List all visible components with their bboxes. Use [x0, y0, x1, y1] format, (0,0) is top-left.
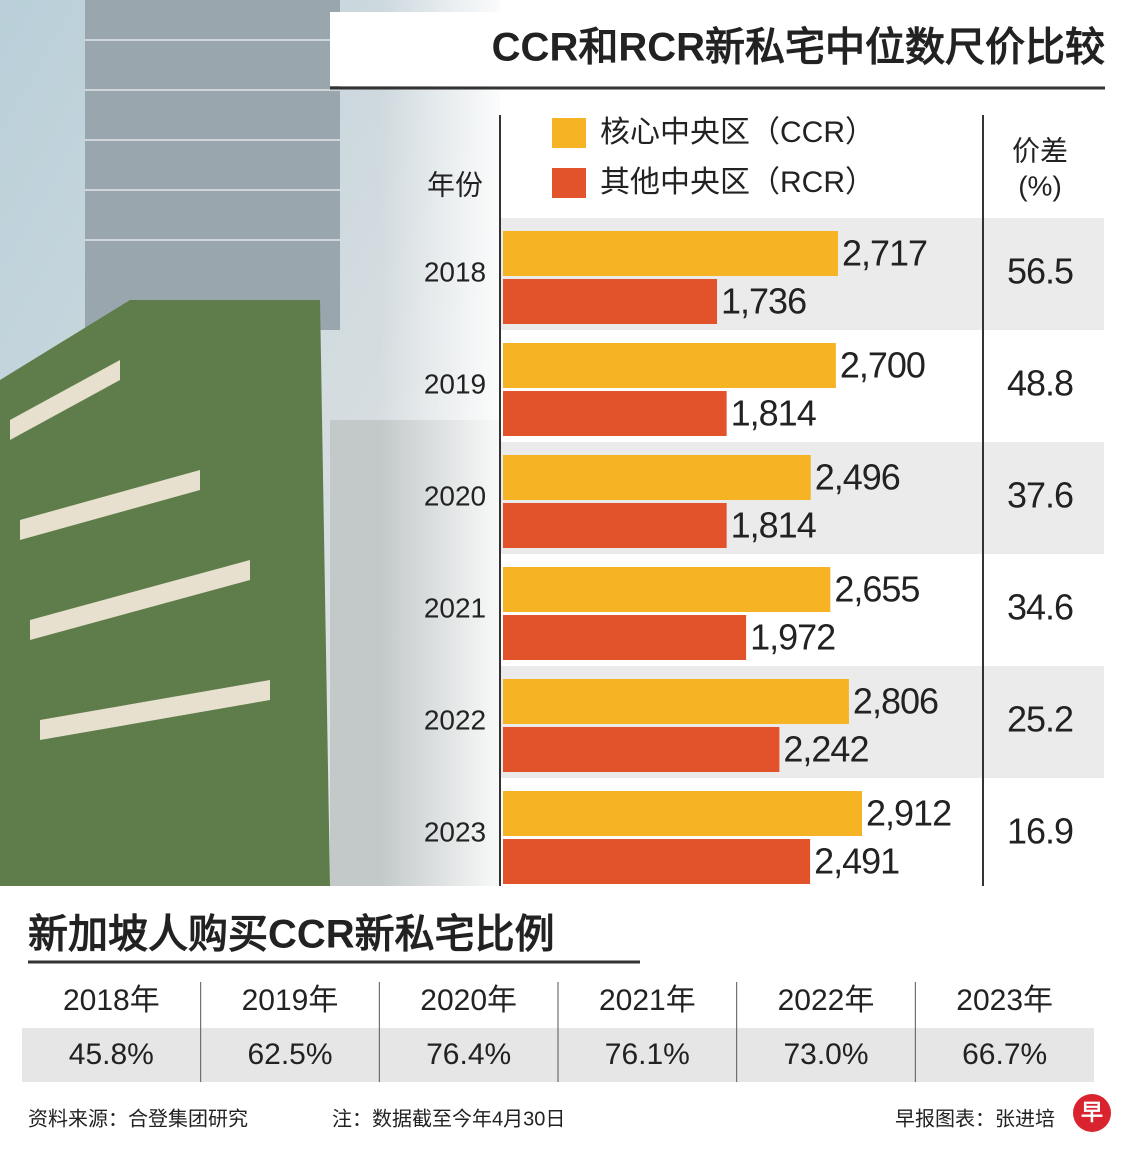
value-label: 2,806: [853, 681, 938, 722]
logo-text: 早: [1081, 1100, 1103, 1125]
category-label: 2021: [424, 592, 486, 623]
diff-value: 25.2: [1007, 699, 1073, 740]
chart-title: CCR和RCR新私宅中位数尺价比较: [492, 25, 1105, 70]
value-label: 2,655: [834, 569, 919, 610]
table-cell: 66.7%: [962, 1038, 1047, 1071]
legend-swatch: [552, 118, 586, 148]
category-header: 年份: [427, 169, 483, 200]
table-header: 2019年: [242, 984, 339, 1017]
table-cell: 76.4%: [426, 1038, 511, 1071]
bar: [503, 727, 780, 772]
bar: [503, 791, 862, 836]
bar: [503, 503, 727, 548]
source: 资料来源：合登集团研究: [28, 1107, 248, 1130]
table-header: 2021年: [599, 984, 696, 1017]
note: 注：数据截至今年4月30日: [332, 1107, 565, 1130]
value-label: 1,814: [731, 505, 816, 546]
table-header: 2020年: [420, 984, 517, 1017]
title-bg: [330, 12, 1110, 86]
category-label: 2018: [424, 256, 486, 287]
bar: [503, 279, 718, 324]
table-title: 新加坡人购买CCR新私宅比例: [28, 912, 555, 957]
bar: [503, 455, 811, 500]
category-label: 2023: [424, 816, 486, 847]
category-label: 2019: [424, 368, 486, 399]
value-label: 1,972: [750, 617, 835, 658]
value-label: 2,717: [842, 233, 927, 274]
diff-value: 56.5: [1007, 251, 1073, 292]
value-label: 2,491: [814, 841, 899, 882]
credit: 早报图表：张进培: [895, 1107, 1055, 1130]
value-label: 2,496: [815, 457, 900, 498]
bar: [503, 839, 811, 884]
bar: [503, 231, 838, 276]
table-cell: 45.8%: [69, 1038, 154, 1071]
legend-swatch: [552, 168, 586, 198]
diff-header: 价差: [1012, 135, 1068, 166]
diff-value: 37.6: [1007, 475, 1073, 516]
bar: [503, 343, 836, 388]
bar: [503, 567, 831, 612]
table-header: 2018年: [63, 984, 160, 1017]
value-label: 2,242: [783, 729, 868, 770]
diff-value: 16.9: [1007, 811, 1073, 852]
value-label: 1,814: [731, 393, 816, 434]
table-cell: 73.0%: [783, 1038, 868, 1071]
value-label: 1,736: [721, 281, 806, 322]
bar: [503, 679, 849, 724]
legend-label: 核心中央区（CCR）: [600, 116, 875, 149]
category-label: 2020: [424, 480, 486, 511]
background-photo: [0, 0, 500, 886]
value-label: 2,700: [840, 345, 925, 386]
diff-value: 48.8: [1007, 363, 1073, 404]
bar-chart: 核心中央区（CCR） 其他中央区（RCR） 2018 2,717 1,736 56.5 20…: [424, 116, 1104, 884]
legend-label: 其他中央区（RCR）: [600, 166, 875, 199]
category-label: 2022: [424, 704, 486, 735]
value-label: 2,912: [866, 793, 951, 834]
table-cell: 76.1%: [605, 1038, 690, 1071]
table-header: 2022年: [778, 984, 875, 1017]
bar: [503, 391, 727, 436]
table-cell: 62.5%: [247, 1038, 332, 1071]
table-header: 2023年: [956, 984, 1053, 1017]
diff-unit: (%): [1018, 170, 1062, 201]
diff-value: 34.6: [1007, 587, 1073, 628]
bar: [503, 615, 747, 660]
table: 2018年 45.8% 2019年 62.5% 2020年 76.4% 2021年 76.1%…: [22, 982, 1094, 1082]
logo: [1073, 1094, 1111, 1132]
